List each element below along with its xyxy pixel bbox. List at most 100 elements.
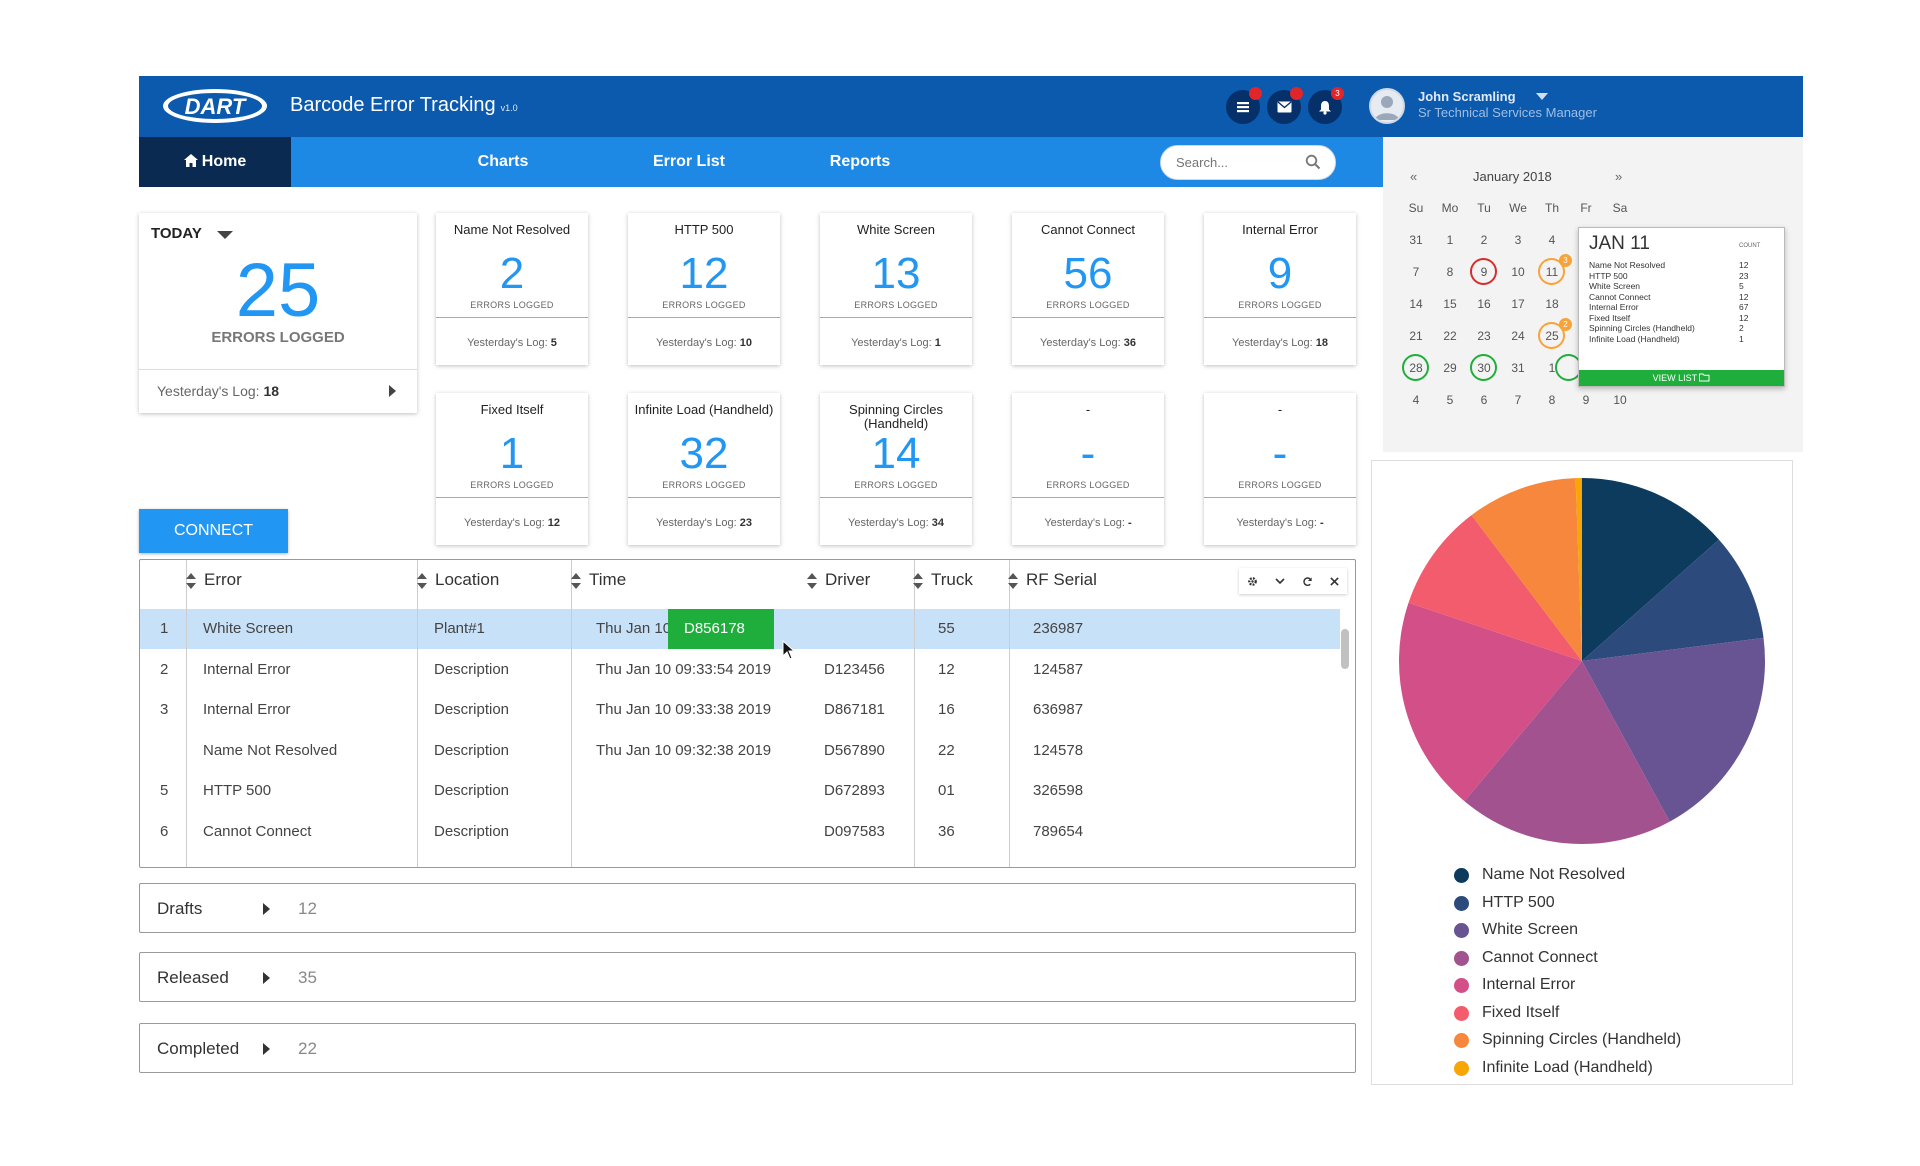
refresh-icon[interactable] [1302, 576, 1313, 587]
table-row[interactable]: 3 Internal Error Description Thu Jan 10 09:… [140, 690, 1340, 730]
calendar-day[interactable]: 31 [1511, 361, 1525, 375]
calendar-day[interactable]: 4 [1412, 393, 1420, 407]
popup-row: Infinite Load (Handheld) 1 [1589, 334, 1774, 344]
header-driver[interactable]: Driver [807, 570, 870, 590]
stat-card[interactable]: Fixed Itself 1 ERRORS LOGGED Yesterday's Lo… [436, 393, 588, 545]
popup-row-value: 12 [1739, 312, 1749, 323]
calendar-day[interactable]: 22 [1443, 329, 1457, 343]
calendar-day[interactable]: 15 [1443, 297, 1457, 311]
calendar-day[interactable]: 24 [1511, 329, 1525, 343]
notifications-button[interactable]: 3 [1308, 87, 1344, 124]
stat-card[interactable]: White Screen 13 ERRORS LOGGED Yesterday's L… [820, 213, 972, 365]
user-menu-chevron-icon[interactable] [1536, 93, 1548, 100]
calendar-day[interactable]: 14 [1409, 297, 1423, 311]
search-input[interactable] [1160, 145, 1336, 180]
calendar-day[interactable]: 1 [1446, 233, 1454, 247]
calendar-day[interactable]: 10 [1511, 265, 1525, 279]
nav-error-list[interactable]: Error List [652, 153, 725, 170]
selected-driver-cell[interactable]: D856178 [668, 609, 774, 649]
calendar-day[interactable]: 1 [1548, 361, 1556, 375]
stat-card[interactable]: Internal Error 9 ERRORS LOGGED Yesterday's … [1204, 213, 1356, 365]
avatar[interactable] [1369, 88, 1405, 124]
calendar-day[interactable]: 8 [1446, 265, 1454, 279]
user-name[interactable]: John Scramling [1418, 89, 1516, 104]
stat-title: Name Not Resolved [453, 222, 571, 237]
calendar-day[interactable]: 9 [1582, 393, 1590, 407]
messages-button[interactable] [1267, 87, 1303, 124]
stat-card[interactable]: HTTP 500 12 ERRORS LOGGED Yesterday's Log: … [628, 213, 780, 365]
close-icon[interactable] [1329, 576, 1339, 586]
calendar-day[interactable]: 8 [1548, 393, 1556, 407]
calendar-day[interactable]: 5 [1446, 393, 1454, 407]
calendar-day[interactable]: 4 [1548, 233, 1556, 247]
expand-arrow-icon[interactable] [263, 1043, 270, 1055]
pie-slice[interactable] [1582, 637, 1765, 822]
calendar-prev-button[interactable]: « [1410, 169, 1418, 184]
calendar-day[interactable]: 21 [1409, 329, 1423, 343]
pie-slice[interactable] [1408, 515, 1582, 661]
released-accordion[interactable]: Released 35 [139, 952, 1356, 1002]
tasks-button[interactable] [1226, 87, 1262, 124]
calendar-day[interactable]: 18 [1545, 297, 1559, 311]
completed-accordion[interactable]: Completed 22 [139, 1023, 1356, 1073]
chevron-down-icon[interactable] [1275, 576, 1285, 586]
pie-slice[interactable] [1399, 602, 1582, 802]
table-row[interactable]: 6 Cannot Connect Description D097583 36 78965… [140, 812, 1340, 852]
pie-slice[interactable] [1464, 661, 1670, 844]
legend-label: White Screen [1482, 921, 1579, 938]
calendar-day[interactable]: 9 [1480, 265, 1488, 279]
stat-card[interactable]: Cannot Connect 56 ERRORS LOGGED Yesterday's… [1012, 213, 1164, 365]
dart-logo[interactable]: DART [160, 86, 270, 126]
calendar-day[interactable]: 2 [1480, 233, 1488, 247]
header-rf-serial[interactable]: RF Serial [1008, 570, 1097, 590]
calendar-day[interactable]: 11 [1545, 265, 1559, 279]
stat-card[interactable]: - - ERRORS LOGGED Yesterday's Log: - [1204, 393, 1356, 545]
gear-icon[interactable] [1247, 576, 1258, 587]
expand-arrow-icon[interactable] [263, 972, 270, 984]
expand-arrow-icon[interactable] [263, 903, 270, 915]
header-error[interactable]: Error [186, 570, 242, 590]
calendar-day[interactable]: 31 [1409, 233, 1423, 247]
today-dropdown-icon[interactable] [217, 231, 233, 239]
header-location[interactable]: Location [417, 570, 499, 590]
app-title-text: Barcode Error Tracking [290, 94, 496, 116]
table-scrollbar[interactable] [1341, 629, 1349, 669]
table-row[interactable]: 5 HTTP 500 Description D672893 01 326598 [140, 771, 1340, 811]
calendar-day[interactable]: 29 [1443, 361, 1457, 375]
stat-card[interactable]: - - ERRORS LOGGED Yesterday's Log: - [1012, 393, 1164, 545]
header-time[interactable]: Time [571, 570, 626, 590]
calendar-day[interactable]: 25 [1545, 329, 1559, 343]
header-truck[interactable]: Truck [913, 570, 973, 590]
calendar-day[interactable]: 10 [1613, 393, 1627, 407]
pie-slice[interactable] [1575, 478, 1582, 661]
table-row[interactable]: Name Not Resolved Description Thu Jan 10 0… [140, 731, 1340, 771]
stat-card[interactable]: Infinite Load (Handheld) 32 ERRORS LOGGED Y… [628, 393, 780, 545]
pie-slice[interactable] [1582, 539, 1764, 661]
pie-slice[interactable] [1471, 478, 1582, 661]
calendar-day[interactable]: 3 [1514, 233, 1522, 247]
search-icon[interactable] [1305, 154, 1321, 170]
drafts-accordion[interactable]: Drafts 12 [139, 883, 1356, 933]
calendar-day[interactable]: 28 [1409, 361, 1423, 375]
calendar-day[interactable]: 30 [1477, 361, 1491, 375]
stat-card[interactable]: Spinning Circles (Handheld) 14 ERRORS LOGG… [820, 393, 972, 545]
legend-label: Name Not Resolved [1482, 866, 1626, 883]
table-row[interactable]: 2 Internal Error Description Thu Jan 10 09:… [140, 650, 1340, 690]
calendar-day[interactable]: 16 [1477, 297, 1491, 311]
calendar-day[interactable]: 23 [1477, 329, 1491, 343]
calendar-day[interactable]: 7 [1514, 393, 1522, 407]
calendar-day[interactable]: 17 [1511, 297, 1525, 311]
nav-reports[interactable]: Reports [829, 153, 891, 170]
view-list-button[interactable]: VIEW LIST [1579, 370, 1784, 386]
nav-charts[interactable]: Charts [477, 153, 529, 170]
calendar-day[interactable]: 7 [1412, 265, 1420, 279]
calendar-next-button[interactable]: » [1615, 169, 1623, 184]
stat-card[interactable]: Name Not Resolved 2 ERRORS LOGGED Yesterday… [436, 213, 588, 365]
expand-arrow-icon[interactable] [389, 385, 396, 397]
calendar-day[interactable]: 6 [1480, 393, 1488, 407]
nav-home[interactable]: Home [139, 137, 291, 187]
connect-button[interactable]: CONNECT [139, 509, 288, 553]
app-title: Barcode Error Tracking v1.0 [290, 94, 518, 117]
pie-slice[interactable] [1582, 478, 1719, 661]
today-label[interactable]: TODAY [151, 225, 202, 242]
